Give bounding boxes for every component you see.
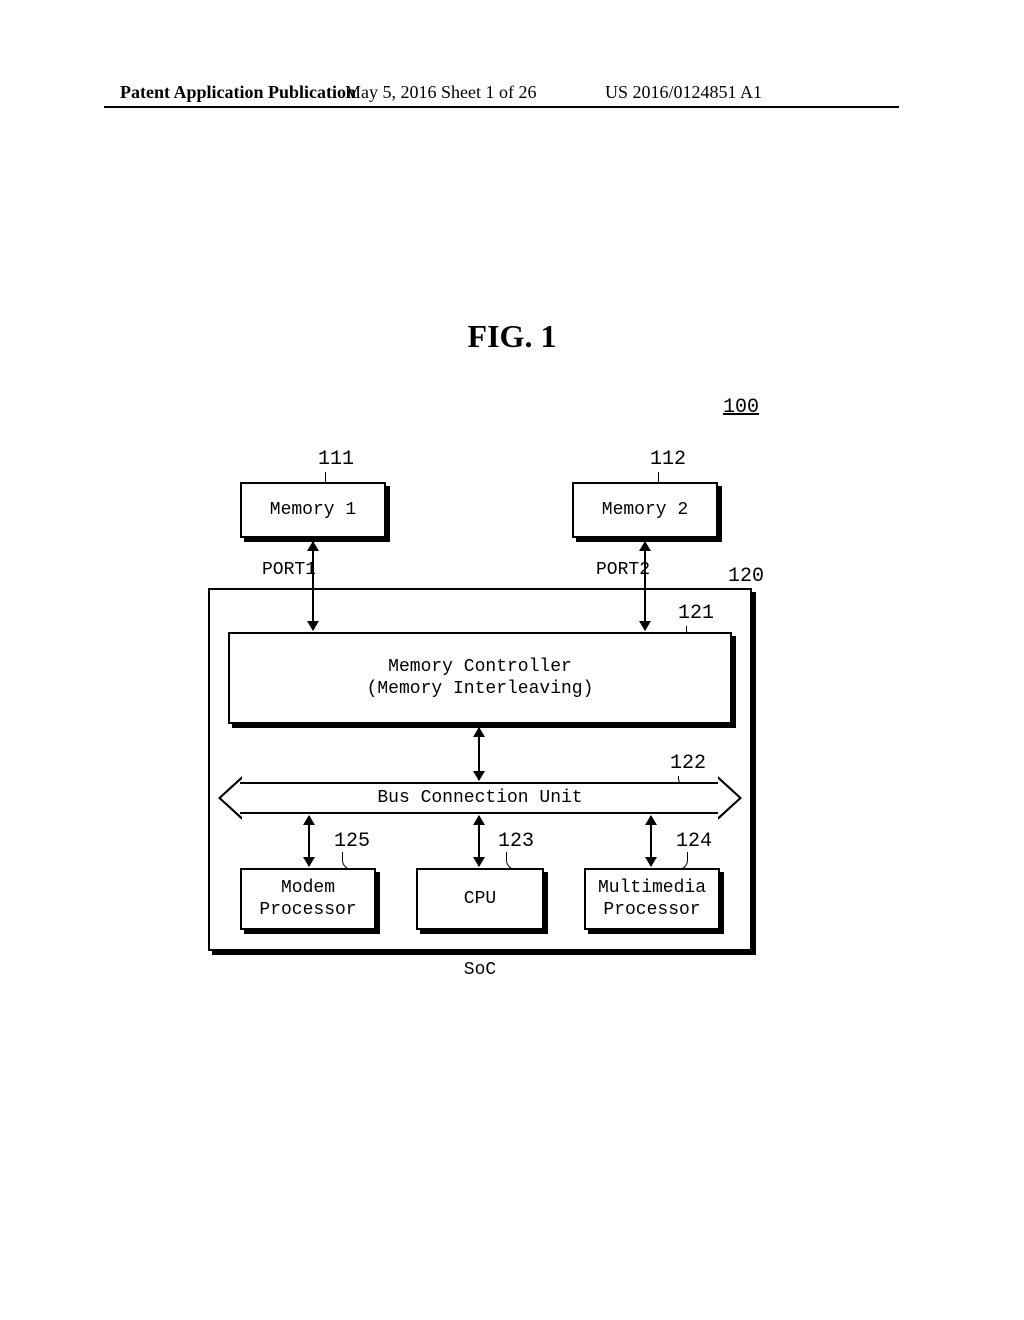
header-rule xyxy=(104,106,899,108)
header-date-sheet: May 5, 2016 Sheet 1 of 26 xyxy=(345,82,536,103)
ref-multimedia: 124 xyxy=(676,830,712,853)
memory2-box: Memory 2 xyxy=(572,482,718,538)
arrow-mem1-to-mc xyxy=(312,542,314,630)
memory1-box: Memory 1 xyxy=(240,482,386,538)
ref-bus: 122 xyxy=(670,752,706,775)
bus-arrow-left-icon xyxy=(218,776,242,820)
modem-processor-box: Modem Processor xyxy=(240,868,376,930)
arrow-bus-to-multimedia xyxy=(650,816,652,866)
patent-page: Patent Application Publication May 5, 20… xyxy=(0,0,1024,1320)
figure-title: FIG. 1 xyxy=(0,318,1024,355)
ref-memory2: 112 xyxy=(650,448,686,471)
mm-label-line2: Processor xyxy=(603,900,700,920)
port1-label: PORT1 xyxy=(262,560,316,580)
arrow-bus-to-modem xyxy=(308,816,310,866)
modem-label-line1: Modem xyxy=(281,878,335,898)
memory-controller-box: Memory Controller (Memory Interleaving) xyxy=(228,632,732,724)
mc-label-line1: Memory Controller xyxy=(388,657,572,677)
memory1-label: Memory 1 xyxy=(270,499,356,522)
ref-cpu: 123 xyxy=(498,830,534,853)
ref-memory-controller: 121 xyxy=(678,602,714,625)
mm-label-line1: Multimedia xyxy=(598,878,706,898)
header-publication-number: US 2016/0124851 A1 xyxy=(605,82,762,103)
soc-label: SoC xyxy=(0,960,960,980)
port2-label: PORT2 xyxy=(596,560,650,580)
ref-system-100: 100 xyxy=(723,396,759,419)
header-publication-type: Patent Application Publication xyxy=(120,82,356,103)
bus-connection-unit: Bus Connection Unit xyxy=(218,776,742,820)
arrow-mc-to-bus xyxy=(478,728,480,780)
mc-label-line2: (Memory Interleaving) xyxy=(367,679,594,699)
bus-label: Bus Connection Unit xyxy=(240,782,720,814)
ref-soc: 120 xyxy=(728,565,764,588)
modem-label-line2: Processor xyxy=(259,900,356,920)
arrow-mem2-to-mc xyxy=(644,542,646,630)
arrow-bus-to-cpu xyxy=(478,816,480,866)
cpu-box: CPU xyxy=(416,868,544,930)
multimedia-processor-box: Multimedia Processor xyxy=(584,868,720,930)
bus-arrow-right-icon xyxy=(718,776,742,820)
memory2-label: Memory 2 xyxy=(602,499,688,522)
ref-memory1: 111 xyxy=(318,448,354,471)
cpu-label: CPU xyxy=(464,888,496,911)
ref-modem: 125 xyxy=(334,830,370,853)
